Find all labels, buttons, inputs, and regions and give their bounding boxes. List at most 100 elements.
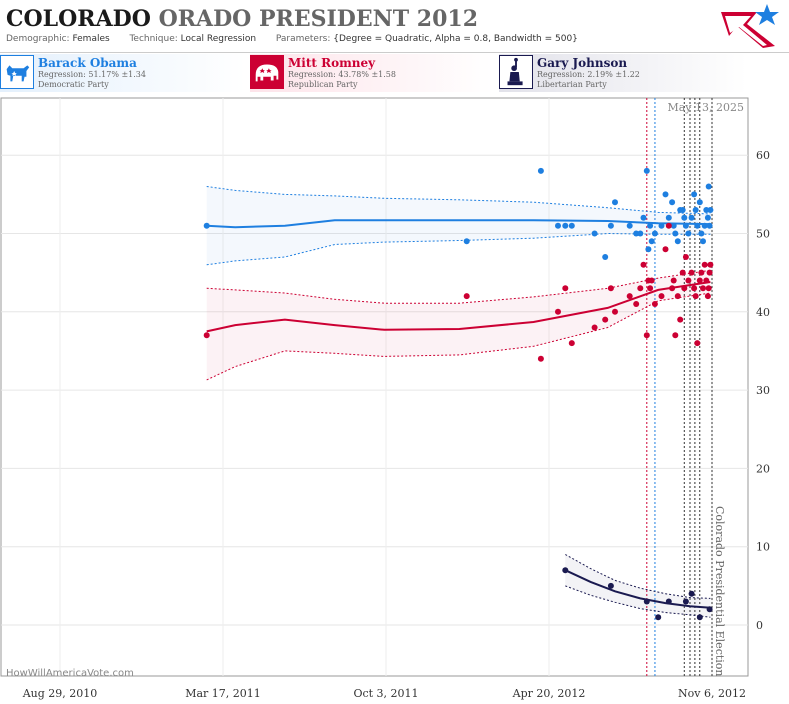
y-tick-label: 30 [756, 384, 770, 397]
poll-point-barack-obama [607, 222, 614, 229]
poll-point-mitt-romney [662, 246, 669, 253]
poll-point-barack-obama [463, 238, 470, 245]
poll-point-gary-johnson [655, 614, 662, 621]
trend-line-gary-johnson [564, 569, 711, 609]
poll-point-barack-obama [637, 230, 644, 237]
poll-point-barack-obama [705, 183, 712, 190]
plot-frame [0, 97, 749, 677]
x-tick-label: Apr 20, 2012 [512, 687, 586, 700]
statue-of-liberty-icon [499, 55, 533, 89]
trend-line-mitt-romney [206, 281, 711, 333]
poll-point-mitt-romney [698, 269, 705, 276]
poll-point-mitt-romney [706, 269, 713, 276]
poll-point-mitt-romney [681, 285, 688, 292]
poll-point-barack-obama [701, 222, 708, 229]
poll-point-barack-obama [602, 254, 609, 260]
poll-point-mitt-romney [669, 285, 676, 292]
poll-regression-chart: 0 10 20 30 40 50 60 Aug 29, 2010 Mar 17, 2011 Oct… [0, 97, 770, 700]
poll-point-barack-obama [612, 199, 618, 206]
band-upper-gary-johnson [565, 554, 711, 599]
poll-point-barack-obama [703, 207, 710, 213]
star-flag-logo-icon [721, 4, 779, 48]
x-tick-label: Mar 17, 2011 [185, 687, 261, 700]
poll-point-barack-obama [672, 230, 679, 237]
poll-point-barack-obama [682, 222, 689, 229]
poll-point-mitt-romney [602, 316, 609, 323]
band-upper-mitt-romney [206, 269, 711, 304]
title-state: COLORADO [6, 6, 151, 32]
band-fill-barack-obama [206, 186, 711, 265]
current-date-label: May 13, 2025 [667, 101, 744, 114]
title-state-echo: ORADO [158, 6, 252, 32]
regression-johnson: Regression: 2.19% ±1.22 [537, 70, 640, 79]
site-watermark: HowWillAmericaVote.com [6, 668, 134, 679]
poll-point-barack-obama [555, 222, 561, 229]
legend-romney: Mitt Romney Regression: 43.78% ±1.58 Rep… [250, 54, 494, 92]
trend-line-barack-obama [206, 219, 711, 229]
band-lower-barack-obama [206, 232, 711, 266]
poll-point-mitt-romney [692, 293, 699, 300]
x-tick-label: Nov 6, 2012 [678, 687, 746, 700]
poll-point-mitt-romney [665, 222, 672, 229]
poll-point-barack-obama [665, 214, 672, 221]
title-race: PRESIDENT 2012 [259, 6, 479, 32]
poll-point-barack-obama [692, 207, 699, 213]
poll-point-mitt-romney [674, 293, 681, 300]
poll-point-mitt-romney [607, 285, 614, 292]
poll-point-mitt-romney [658, 293, 665, 300]
poll-point-barack-obama [706, 222, 713, 229]
poll-point-mitt-romney [555, 308, 561, 315]
poll-point-mitt-romney [685, 277, 692, 284]
poll-point-mitt-romney [707, 261, 714, 268]
poll-point-mitt-romney [670, 277, 677, 284]
poll-point-gary-johnson [706, 606, 713, 613]
poll-point-barack-obama [591, 230, 598, 237]
event-label: Colorado Presidential Election [713, 506, 726, 677]
poll-point-barack-obama [696, 199, 703, 206]
poll-point-gary-johnson [607, 582, 614, 589]
poll-point-mitt-romney [640, 261, 647, 268]
technique-value: Local Regression [180, 34, 257, 44]
poll-point-barack-obama [688, 214, 695, 221]
poll-point-gary-johnson [682, 598, 689, 605]
poll-point-mitt-romney [677, 316, 684, 323]
poll-point-barack-obama [648, 238, 655, 245]
poll-point-mitt-romney [537, 355, 544, 362]
poll-point-barack-obama [203, 222, 210, 229]
demographic-value: Females [72, 34, 110, 44]
poll-point-gary-johnson [688, 590, 695, 597]
header-divider [0, 52, 789, 53]
poll-point-barack-obama [662, 191, 669, 198]
poll-point-barack-obama [679, 207, 686, 213]
y-tick-label: 40 [756, 306, 770, 319]
poll-point-barack-obama [670, 222, 677, 229]
poll-point-mitt-romney [694, 340, 701, 347]
poll-point-gary-johnson [665, 598, 672, 605]
poll-point-barack-obama [626, 222, 633, 229]
poll-point-gary-johnson [696, 614, 703, 621]
candidate-name-johnson: Gary Johnson [537, 56, 628, 70]
band-upper-barack-obama [206, 186, 711, 215]
y-tick-label: 60 [756, 149, 770, 162]
poll-point-mitt-romney [203, 332, 210, 339]
party-romney: Republican Party [288, 80, 358, 89]
poll-point-barack-obama [633, 230, 640, 237]
poll-point-mitt-romney [679, 269, 686, 276]
poll-point-barack-obama [658, 222, 665, 229]
poll-point-mitt-romney [648, 277, 655, 284]
poll-point-barack-obama [694, 222, 701, 229]
poll-point-barack-obama [645, 246, 652, 253]
regression-romney: Regression: 43.78% ±1.58 [288, 70, 396, 79]
donkey-icon [0, 55, 34, 89]
regression-obama: Regression: 51.17% ±1.34 [38, 70, 146, 79]
poll-point-gary-johnson [562, 567, 569, 574]
poll-point-barack-obama [669, 199, 676, 206]
poll-point-mitt-romney [643, 332, 650, 339]
poll-point-mitt-romney [637, 285, 644, 292]
poll-point-mitt-romney [672, 332, 679, 339]
poll-point-mitt-romney [568, 340, 575, 347]
poll-point-mitt-romney [691, 285, 698, 292]
parameters-value: {Degree = Quadratic, Alpha = 0.8, Bandwi… [333, 34, 578, 44]
band-lower-mitt-romney [206, 292, 711, 381]
poll-point-barack-obama [647, 222, 654, 229]
